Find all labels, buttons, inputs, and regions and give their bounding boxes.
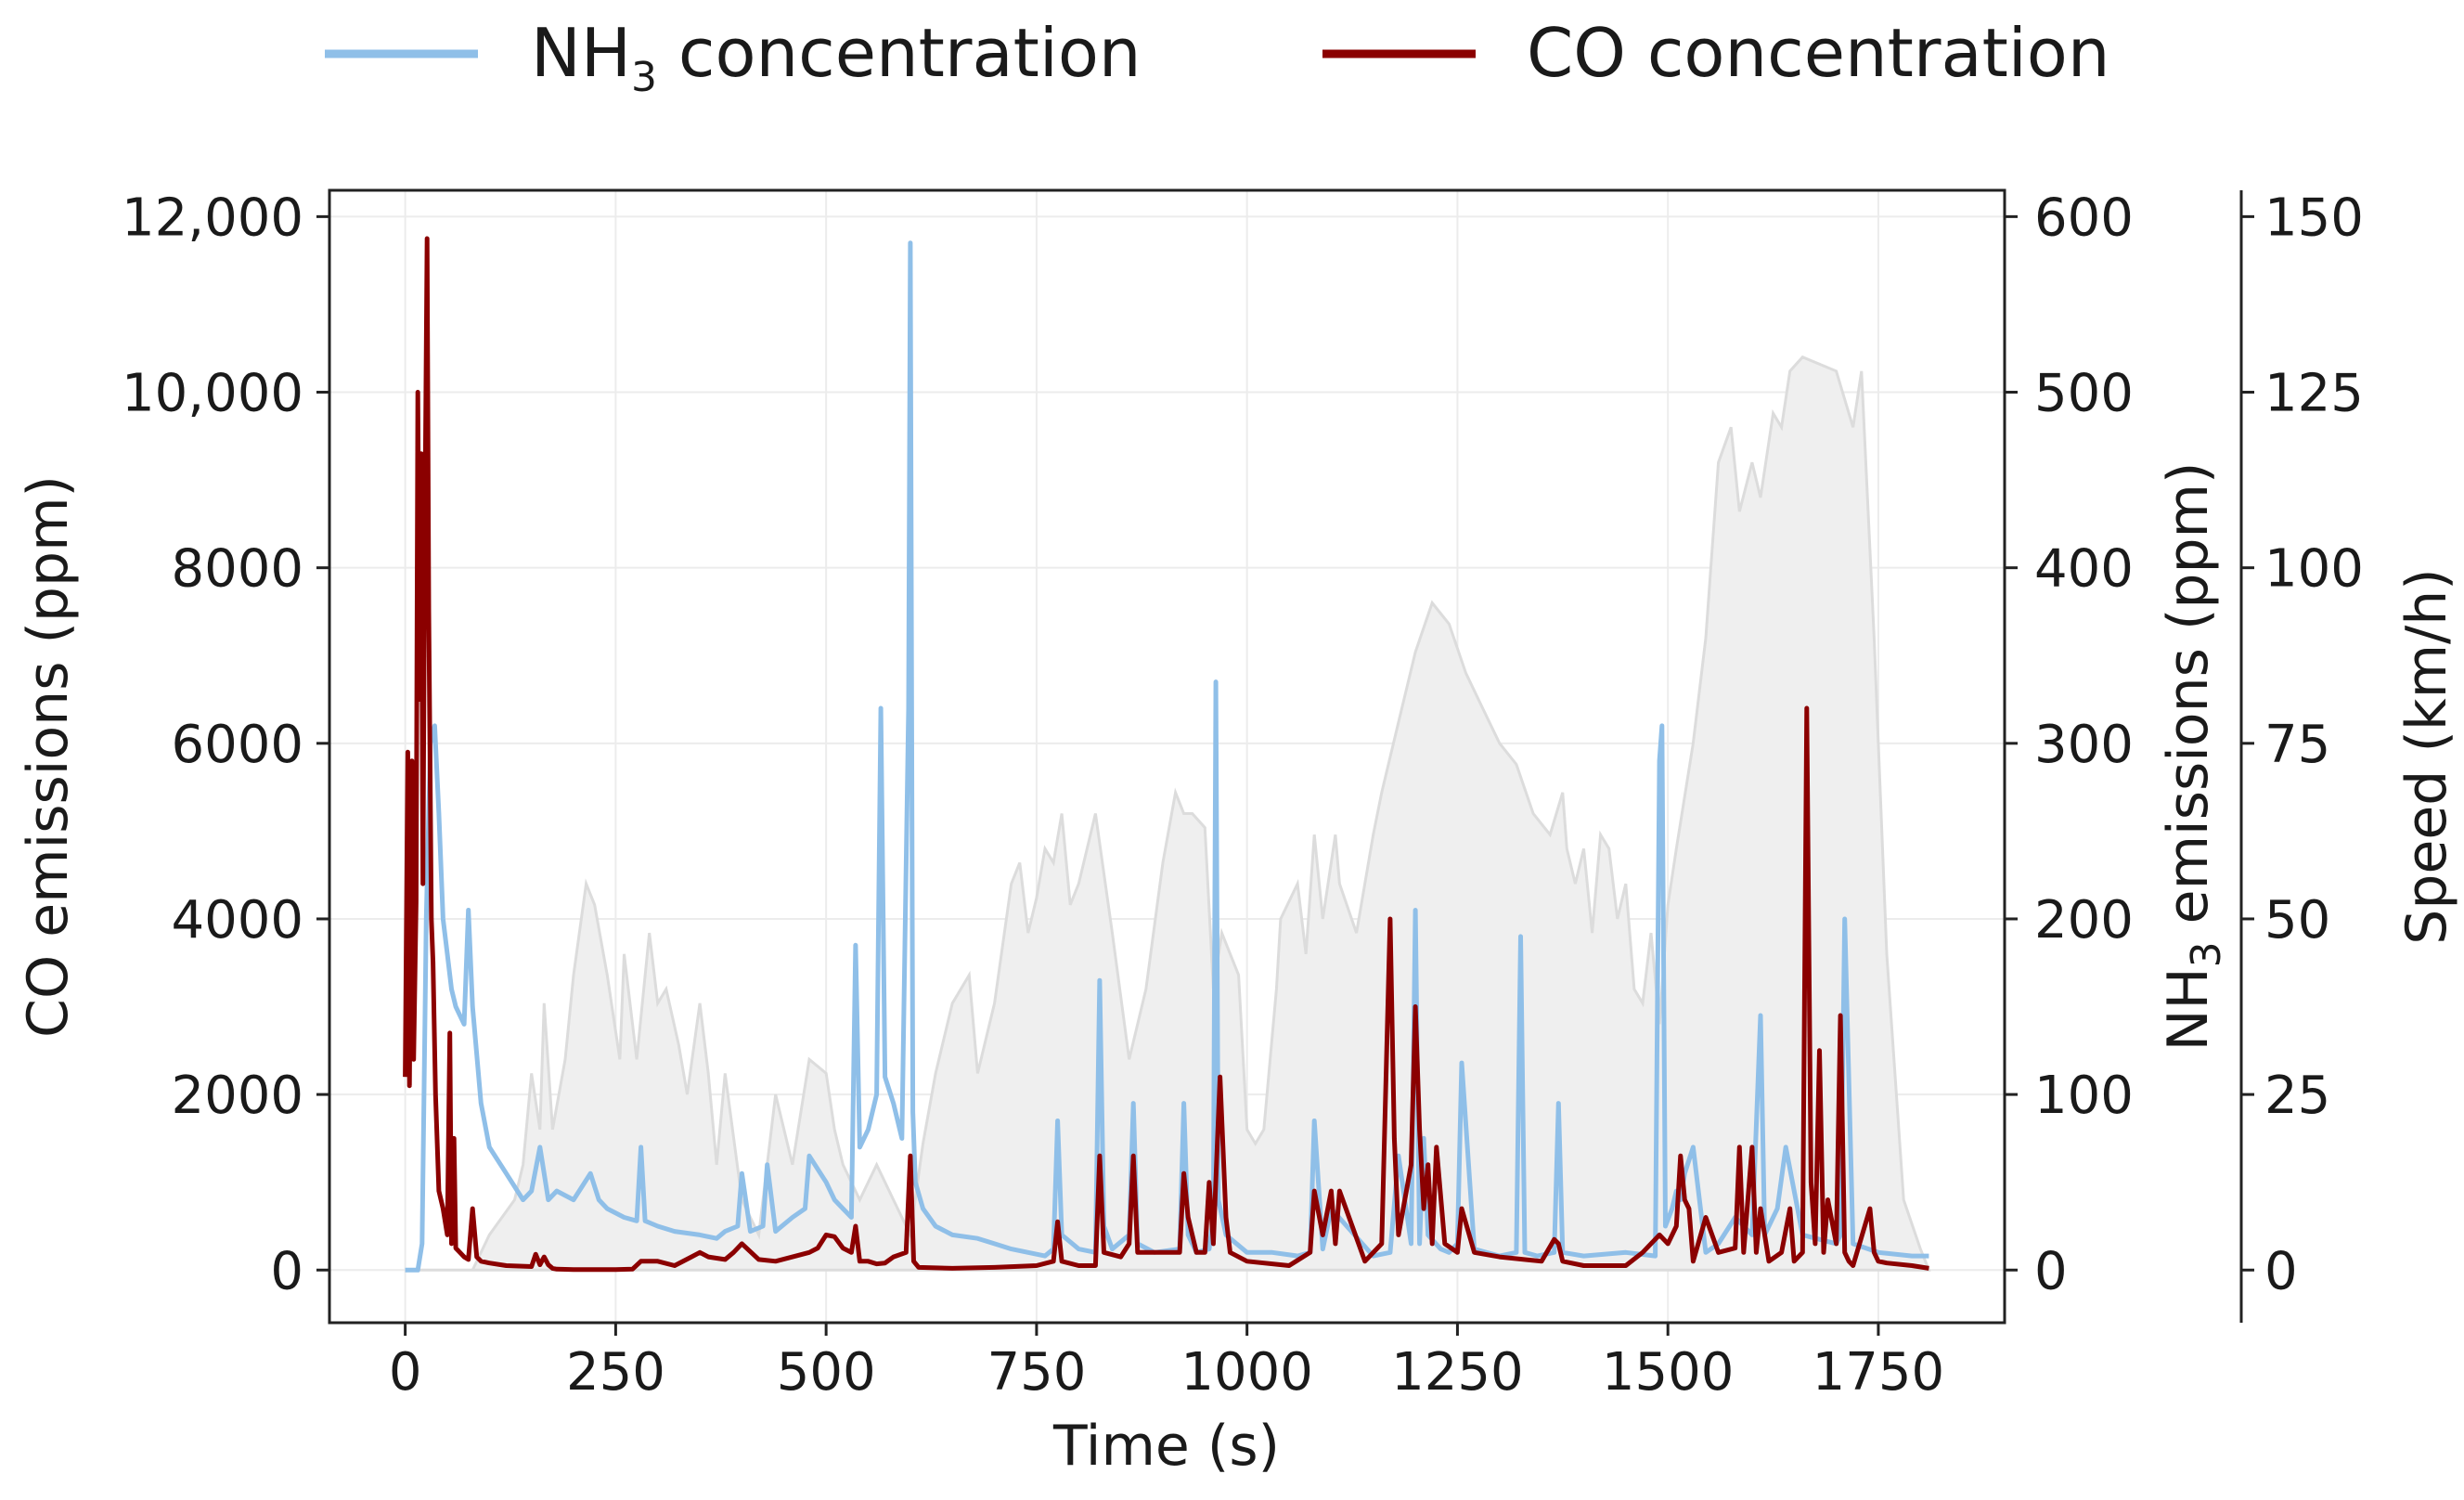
legend-nh3-label: NH3 concentration xyxy=(531,14,1142,101)
speed-tick-label: 25 xyxy=(2264,1066,2330,1126)
nh3-axis-title: NH3 emissions (ppm) xyxy=(2156,462,2230,1052)
nh3-tick-label: 0 xyxy=(2034,1241,2068,1301)
speed-axis: 0 25 50 75 100 125 150 xyxy=(2239,188,2364,1323)
co-series-line xyxy=(403,236,1929,1273)
speed-tick-label: 125 xyxy=(2264,364,2364,424)
speed-area xyxy=(405,355,1931,1272)
x-tick-label: 1000 xyxy=(1180,1342,1313,1403)
co-tick-label: 4000 xyxy=(171,890,303,950)
speed-tick-label: 150 xyxy=(2264,188,2364,248)
co-tick-label: 12,000 xyxy=(122,188,303,248)
nh3-tick-label: 300 xyxy=(2034,715,2134,775)
speed-tick-label: 0 xyxy=(2264,1241,2298,1301)
nh3-tick-label: 400 xyxy=(2034,539,2134,600)
x-tick-label: 500 xyxy=(777,1342,876,1403)
x-tick-label: 0 xyxy=(389,1342,422,1403)
x-tick-label: 1750 xyxy=(1813,1342,1945,1403)
speed-axis-title: Speed (km/h) xyxy=(2394,568,2459,944)
legend: NH3 concentration CO concentration xyxy=(325,14,2110,101)
speed-tick-label: 75 xyxy=(2264,715,2330,775)
x-tick-label: 1500 xyxy=(1602,1342,1735,1403)
co-tick-label: 2000 xyxy=(171,1066,303,1126)
co-axis-title: CO emissions (ppm) xyxy=(16,475,81,1038)
nh3-series-line xyxy=(405,240,1929,1273)
speed-tick-label: 50 xyxy=(2264,890,2330,950)
nh3-tick-label: 600 xyxy=(2034,188,2134,248)
nh3-axis: 0 100 200 300 400 500 600 xyxy=(2005,188,2134,1301)
legend-co-label: CO concentration xyxy=(1527,14,2110,92)
x-axis: 0 250 500 750 1000 1250 1500 1750 xyxy=(389,1323,1944,1403)
co-tick-label: 0 xyxy=(270,1241,303,1301)
x-tick-label: 1250 xyxy=(1391,1342,1524,1403)
plot-frame xyxy=(328,188,2006,1325)
co-axis: 0 2000 4000 6000 8000 10,000 12,000 xyxy=(122,188,329,1301)
speed-tick-label: 100 xyxy=(2264,539,2364,600)
x-tick-label: 750 xyxy=(987,1342,1086,1403)
x-tick-label: 250 xyxy=(566,1342,665,1403)
nh3-tick-label: 100 xyxy=(2034,1066,2134,1126)
co-tick-label: 8000 xyxy=(171,539,303,600)
co-tick-label: 10,000 xyxy=(122,364,303,424)
co-tick-label: 6000 xyxy=(171,715,303,775)
x-axis-title: Time (s) xyxy=(1052,1414,1280,1479)
nh3-tick-label: 500 xyxy=(2034,364,2134,424)
nh3-tick-label: 200 xyxy=(2034,890,2134,950)
